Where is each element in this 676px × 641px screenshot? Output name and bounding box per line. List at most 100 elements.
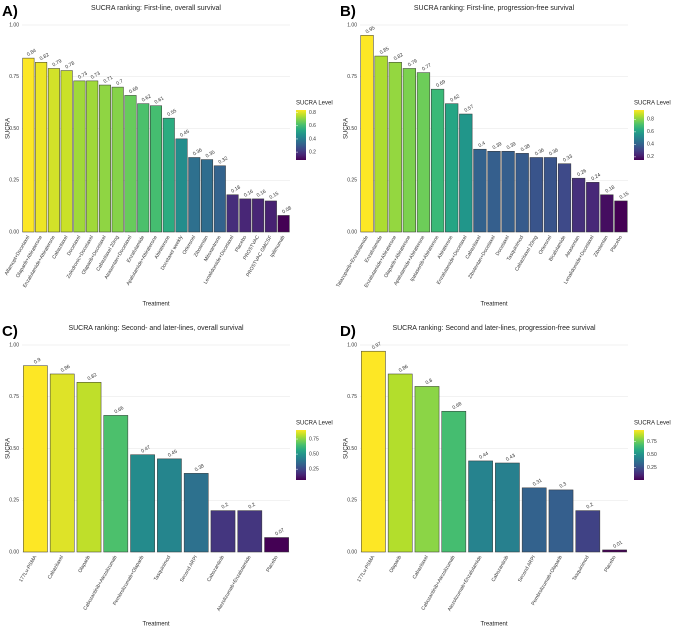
value-label: 0.69 [435,79,447,89]
legend-tick-label: 0.50 [647,452,657,458]
y-tick-label: 0.50 [9,126,19,132]
legend-tick-label: 0.4 [309,136,316,142]
x-tick-label: Cabozantinib [490,554,510,582]
x-tick-label: Tasquinimod [153,554,172,582]
legend-tick-label: 0.6 [309,123,316,129]
legend-title: SUCRA Level [634,421,671,427]
value-label: 0.36 [534,147,546,157]
bar [521,487,547,553]
value-label: 0.16 [256,189,268,199]
y-axis-label: SUCRA [6,438,12,459]
value-label: 0.82 [393,52,405,62]
value-label: 0.62 [449,93,461,103]
y-tick-label: 0.00 [9,549,19,555]
bar [124,95,137,233]
value-label: 0.33 [562,153,574,163]
value-label: 0.16 [243,189,255,199]
bar [130,454,155,553]
x-axis-label: Treatment [480,622,507,628]
bar [600,194,614,233]
value-label: 0.36 [548,147,560,157]
panel-label: C) [2,323,18,340]
y-tick-label: 0.50 [347,126,357,132]
bar [586,182,600,233]
y-tick-label: 0.25 [9,178,19,184]
value-label: 0.44 [478,451,490,461]
bar [575,510,601,553]
legend-title: SUCRA Level [634,101,671,107]
x-tick-label: Olaparib [388,554,403,574]
colorbar [296,110,306,160]
y-tick-label: 1.00 [9,342,19,348]
x-axis-label: Treatment [142,302,169,308]
value-label: 0.4 [478,140,487,149]
bar [111,86,124,233]
value-label: 0.8 [425,378,434,387]
bar [402,68,416,233]
y-tick-label: 1.00 [347,342,357,348]
value-label: 0.38 [520,143,532,153]
legend-title: SUCRA Level [296,421,333,427]
value-label: 0.66 [128,85,140,95]
value-label: 0.26 [576,168,588,178]
bar [416,72,431,233]
bar [529,157,543,233]
bar [47,68,60,233]
legend-tick-label: 0.25 [309,466,319,472]
legend-tick-label: 0.25 [647,465,657,471]
bar [201,159,214,233]
bar [388,62,402,233]
bar [237,510,263,553]
value-label: 0.15 [619,191,631,201]
bar [22,57,35,233]
bar [277,215,290,233]
y-tick-label: 0.00 [347,549,357,555]
value-label: 0.35 [205,149,217,159]
value-label: 0.2 [585,502,594,511]
value-label: 0.79 [52,58,64,68]
value-label: 0.61 [154,95,166,105]
bar [361,350,386,553]
value-label: 0.45 [167,449,179,459]
y-tick-label: 0.00 [9,229,19,235]
x-tick-label: Placebo [265,554,279,573]
bar [548,489,574,553]
value-label: 0.31 [532,478,544,488]
y-tick-label: 1.00 [347,22,357,28]
bar [73,80,86,233]
bar [430,88,445,233]
colorbar [634,110,644,160]
bar [459,113,473,233]
value-label: 0.2 [221,502,230,511]
legend-tick-label: 0.8 [309,110,316,116]
y-tick-label: 0.25 [9,498,19,504]
x-tick-label: Cabazitaxel [47,555,65,581]
x-tick-label: 177Lu-PSMA [356,554,376,583]
value-label: 0.18 [230,184,242,194]
bar [137,103,150,233]
value-label: 0.2 [247,502,256,511]
value-label: 0.84 [26,48,38,58]
bar [103,415,129,553]
value-label: 0.73 [90,71,102,81]
value-label: 0.86 [398,364,410,374]
bar [557,163,572,233]
x-tick-label: Olaparib [77,554,92,574]
value-label: 0.7 [115,78,124,87]
value-label: 0.73 [77,71,89,81]
bar [487,151,501,233]
value-label: 0.39 [492,141,504,151]
bar [175,138,188,233]
x-tick-label: Placebo [603,554,617,573]
legend-tick-label: 0.50 [309,451,319,457]
value-label: 0.39 [506,141,518,151]
bar [188,157,201,233]
x-tick-label: Second ARPI [179,555,199,584]
value-label: 0.45 [179,129,191,139]
bar [98,84,111,233]
y-axis-label: SUCRA [344,438,350,459]
value-label: 0.62 [141,93,153,103]
value-label: 0.66 [113,405,125,415]
bar [441,410,467,553]
